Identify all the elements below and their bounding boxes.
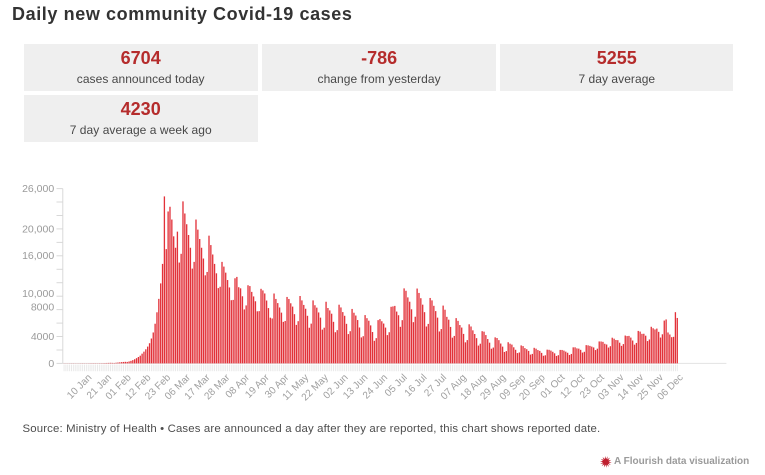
svg-text:20,000: 20,000 (22, 223, 54, 235)
svg-text:10,000: 10,000 (22, 288, 54, 300)
svg-text:0: 0 (48, 358, 54, 370)
svg-text:4000: 4000 (31, 331, 55, 343)
svg-text:26,000: 26,000 (22, 183, 54, 195)
svg-text:16,000: 16,000 (22, 250, 54, 262)
svg-text:8000: 8000 (31, 302, 55, 314)
